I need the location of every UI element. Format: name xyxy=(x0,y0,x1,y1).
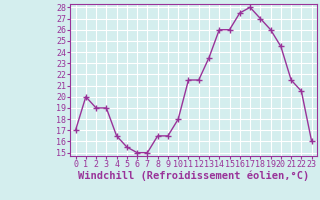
X-axis label: Windchill (Refroidissement éolien,°C): Windchill (Refroidissement éolien,°C) xyxy=(78,171,309,181)
